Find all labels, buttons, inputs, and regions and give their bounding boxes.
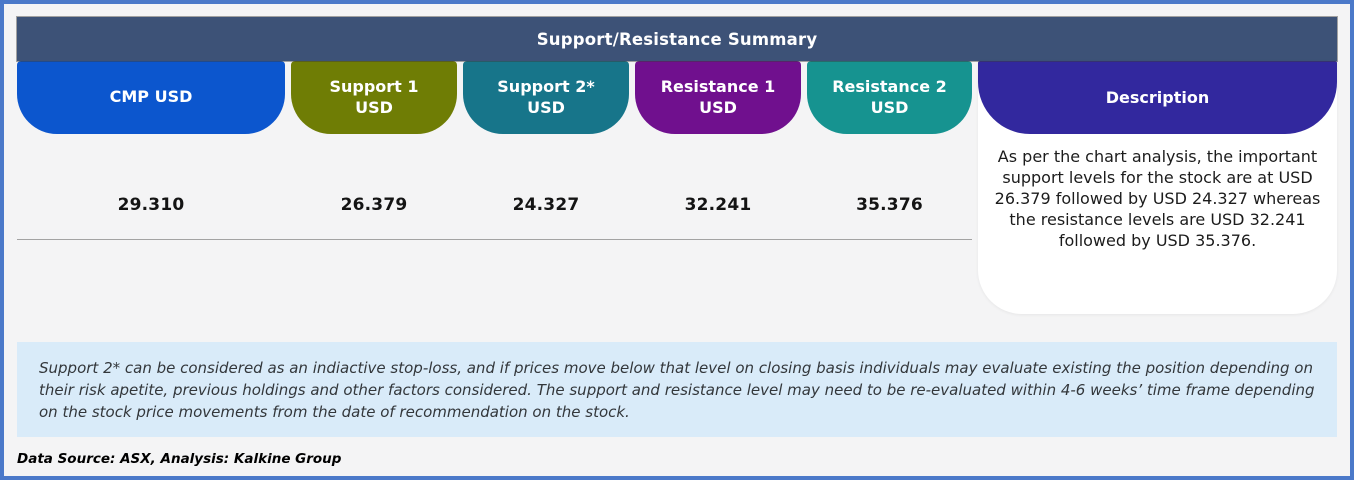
column-header-label: Resistance 2 USD: [832, 76, 947, 117]
column-header-resistance-1: Resistance 1 USD: [635, 61, 801, 134]
column-header-support-1: Support 1 USD: [291, 61, 457, 134]
column-header-row: CMP USD Support 1 USD Support 2* USD Res…: [17, 61, 972, 134]
value-resistance-2: 35.376: [856, 195, 923, 215]
value-support-2: 24.327: [512, 195, 580, 215]
value-resistance-1: 32.241: [684, 195, 752, 215]
column-header-cmp: CMP USD: [17, 61, 285, 134]
description-text: As per the chart analysis, the important…: [994, 147, 1321, 251]
table-title: Support/Resistance Summary: [536, 29, 818, 49]
values-table: CMP USD Support 1 USD Support 2* USD Res…: [17, 61, 972, 240]
column-header-description: Description: [978, 61, 1337, 134]
table-body: CMP USD Support 1 USD Support 2* USD Res…: [17, 61, 1337, 314]
stop-loss-footnote: Support 2* can be considered as an india…: [17, 342, 1337, 438]
table-title-bar: Support/Resistance Summary: [16, 16, 1338, 62]
column-header-resistance-2: Resistance 2 USD: [807, 61, 972, 134]
values-row: 29.310 26.379 24.327 32.241 35.376: [17, 134, 972, 240]
column-header-label: Support 1 USD: [329, 76, 419, 117]
data-source-note: Data Source: ASX, Analysis: Kalkine Grou…: [17, 451, 342, 468]
column-header-label: Description: [1105, 88, 1210, 107]
value-support-1: 26.379: [340, 195, 408, 215]
description-card: Description As per the chart analysis, t…: [978, 61, 1337, 314]
column-header-label: Support 2* USD: [497, 76, 595, 117]
description-column: Description As per the chart analysis, t…: [978, 61, 1337, 314]
value-cmp: 29.310: [117, 195, 185, 215]
column-header-support-2: Support 2* USD: [463, 61, 629, 134]
column-header-label: Resistance 1 USD: [660, 76, 776, 117]
column-header-label: CMP USD: [109, 87, 193, 107]
